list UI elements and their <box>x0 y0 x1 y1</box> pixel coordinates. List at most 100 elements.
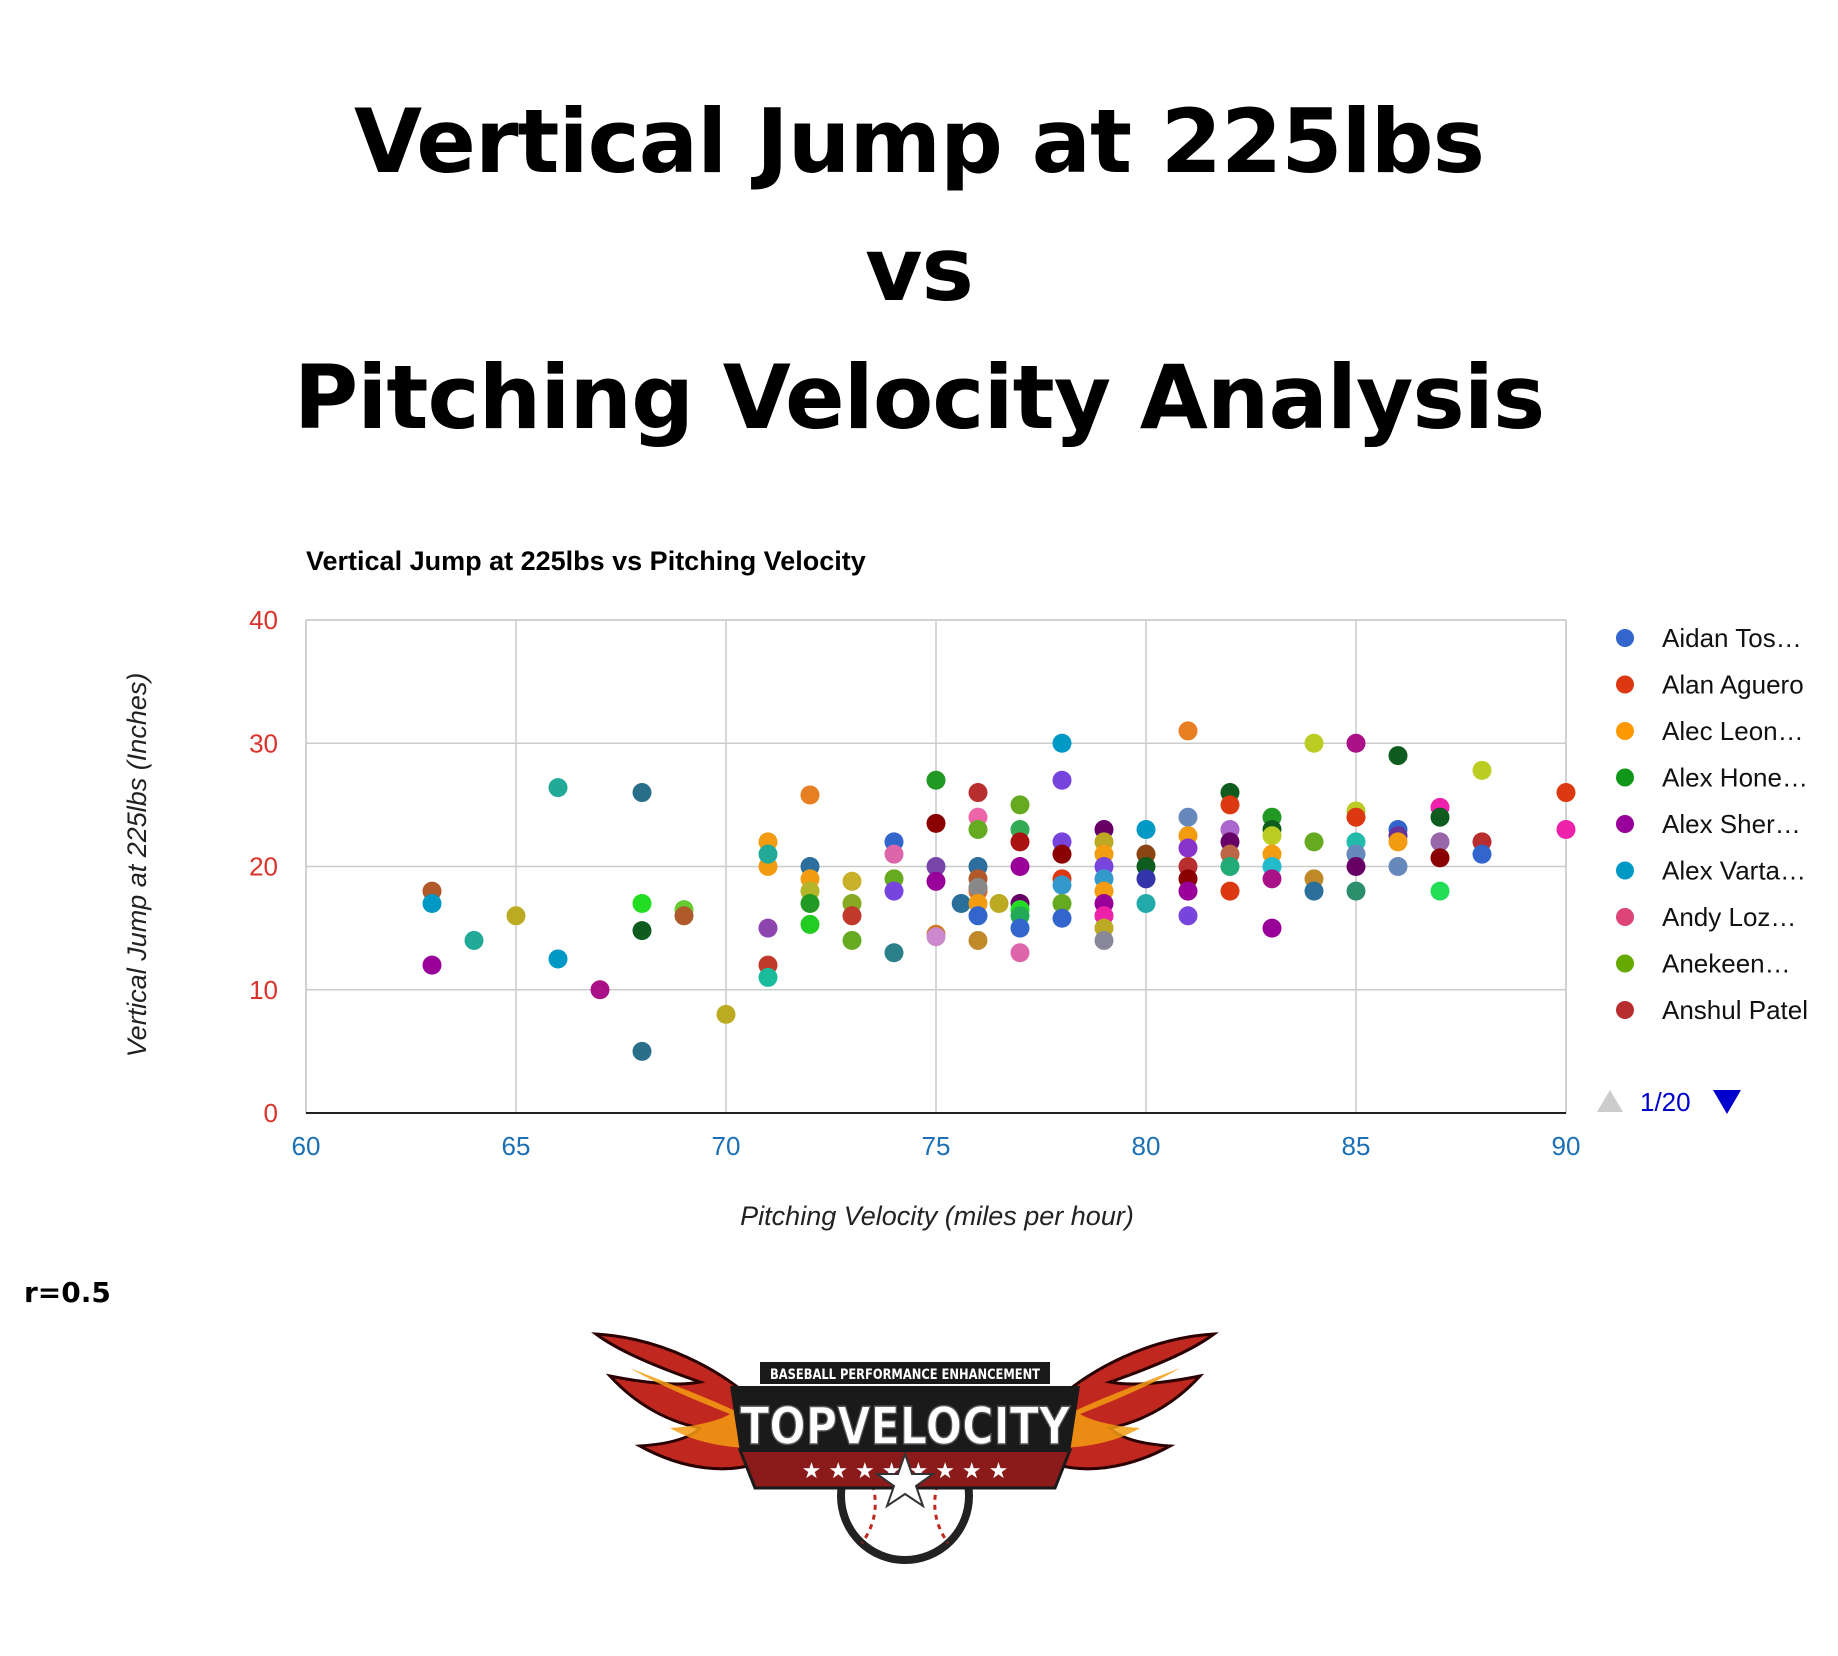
legend-item[interactable]: Alex Hone… <box>1616 763 1808 793</box>
data-point[interactable] <box>716 1004 736 1024</box>
data-point[interactable] <box>422 893 442 913</box>
data-point[interactable] <box>1010 943 1030 963</box>
data-point[interactable] <box>1556 783 1576 803</box>
data-point[interactable] <box>884 844 904 864</box>
data-point[interactable] <box>1052 875 1072 895</box>
data-point[interactable] <box>548 949 568 969</box>
data-point[interactable] <box>1178 881 1198 901</box>
data-point[interactable] <box>1052 893 1072 913</box>
data-point[interactable] <box>1220 881 1240 901</box>
data-point[interactable] <box>968 930 988 950</box>
legend-item[interactable]: Anshul Patel <box>1616 995 1808 1025</box>
data-point[interactable] <box>951 893 971 913</box>
data-point[interactable] <box>926 871 946 891</box>
data-point[interactable] <box>926 927 946 947</box>
data-point[interactable] <box>800 914 820 934</box>
legend-item[interactable]: Alex Varta… <box>1616 856 1806 886</box>
data-point[interactable] <box>548 778 568 798</box>
legend-item[interactable]: Anekeen… <box>1616 949 1791 979</box>
data-point[interactable] <box>1430 881 1450 901</box>
data-point[interactable] <box>842 906 862 926</box>
legend-item[interactable]: Alex Sher… <box>1616 809 1801 839</box>
data-point[interactable] <box>926 857 946 876</box>
data-point[interactable] <box>1010 795 1030 815</box>
data-point[interactable] <box>632 893 652 913</box>
data-point[interactable] <box>1010 832 1030 852</box>
data-point[interactable] <box>1136 869 1156 889</box>
data-point[interactable] <box>1220 795 1240 815</box>
data-point[interactable] <box>1136 893 1156 913</box>
data-point[interactable] <box>842 930 862 950</box>
y-tick-label: 40 <box>249 605 278 635</box>
data-point[interactable] <box>632 1041 652 1061</box>
data-point[interactable] <box>800 785 820 805</box>
data-point[interactable] <box>1052 770 1072 790</box>
data-point[interactable] <box>1178 906 1198 926</box>
data-point[interactable] <box>968 906 988 926</box>
data-point[interactable] <box>1010 857 1030 876</box>
data-point[interactable] <box>1262 826 1282 846</box>
legend-item[interactable]: Andy Loz… <box>1616 902 1796 932</box>
legend-marker <box>1616 722 1634 740</box>
legend-page-indicator: 1/20 <box>1640 1087 1691 1117</box>
data-point[interactable] <box>1346 807 1366 827</box>
data-point[interactable] <box>1304 881 1324 901</box>
data-point[interactable] <box>884 943 904 963</box>
data-point[interactable] <box>1304 832 1324 852</box>
data-point[interactable] <box>632 783 652 803</box>
data-point[interactable] <box>1262 918 1282 938</box>
data-point[interactable] <box>884 881 904 901</box>
data-point[interactable] <box>1052 733 1072 753</box>
data-point[interactable] <box>800 893 820 913</box>
data-point[interactable] <box>1430 848 1450 868</box>
data-point[interactable] <box>1220 857 1240 876</box>
data-point[interactable] <box>632 921 652 941</box>
legend-next-page-button[interactable] <box>1713 1090 1741 1114</box>
data-point[interactable] <box>1388 746 1408 766</box>
data-point[interactable] <box>1346 881 1366 901</box>
legend-item[interactable]: Aidan Tos… <box>1616 623 1802 653</box>
data-point[interactable] <box>1430 832 1450 852</box>
data-point[interactable] <box>1052 844 1072 864</box>
data-point[interactable] <box>1472 844 1492 864</box>
data-point[interactable] <box>1178 807 1198 827</box>
data-point[interactable] <box>968 877 988 897</box>
data-point[interactable] <box>464 930 484 950</box>
x-axis-label: Pitching Velocity (miles per hour) <box>740 1201 1134 1231</box>
data-point[interactable] <box>1472 760 1492 780</box>
data-point[interactable] <box>989 893 1009 913</box>
data-point[interactable] <box>968 783 988 803</box>
data-point[interactable] <box>1010 918 1030 938</box>
data-point[interactable] <box>1430 807 1450 827</box>
data-point[interactable] <box>422 955 442 975</box>
data-point[interactable] <box>1178 721 1198 741</box>
data-point[interactable] <box>1346 857 1366 876</box>
y-axis-ticks: 0 10 20 30 40 <box>249 605 278 1128</box>
data-point[interactable] <box>674 906 694 926</box>
x-tick-label: 65 <box>502 1131 531 1161</box>
data-point[interactable] <box>758 918 778 938</box>
data-point[interactable] <box>926 813 946 833</box>
data-point[interactable] <box>506 906 526 926</box>
data-point[interactable] <box>1388 832 1408 852</box>
data-point[interactable] <box>1052 908 1072 928</box>
y-axis-label: Vertical Jump at 225lbs (Inches) <box>122 673 152 1058</box>
data-point[interactable] <box>842 871 862 891</box>
data-point[interactable] <box>1262 869 1282 889</box>
data-point[interactable] <box>590 980 610 1000</box>
x-tick-label: 90 <box>1552 1131 1581 1161</box>
data-point[interactable] <box>1136 820 1156 840</box>
data-point[interactable] <box>758 844 778 864</box>
legend-item[interactable]: Alec Leon… <box>1616 716 1804 746</box>
data-point[interactable] <box>926 770 946 790</box>
data-point[interactable] <box>758 967 778 987</box>
data-point[interactable] <box>968 820 988 840</box>
data-point[interactable] <box>1094 930 1114 950</box>
data-point[interactable] <box>1388 857 1408 876</box>
data-point[interactable] <box>1556 820 1576 840</box>
data-point[interactable] <box>1304 733 1324 753</box>
data-point[interactable] <box>1346 733 1366 753</box>
legend-item[interactable]: Alan Aguero <box>1616 670 1804 700</box>
legend-prev-page-button[interactable] <box>1597 1090 1623 1112</box>
data-point[interactable] <box>1178 838 1198 858</box>
